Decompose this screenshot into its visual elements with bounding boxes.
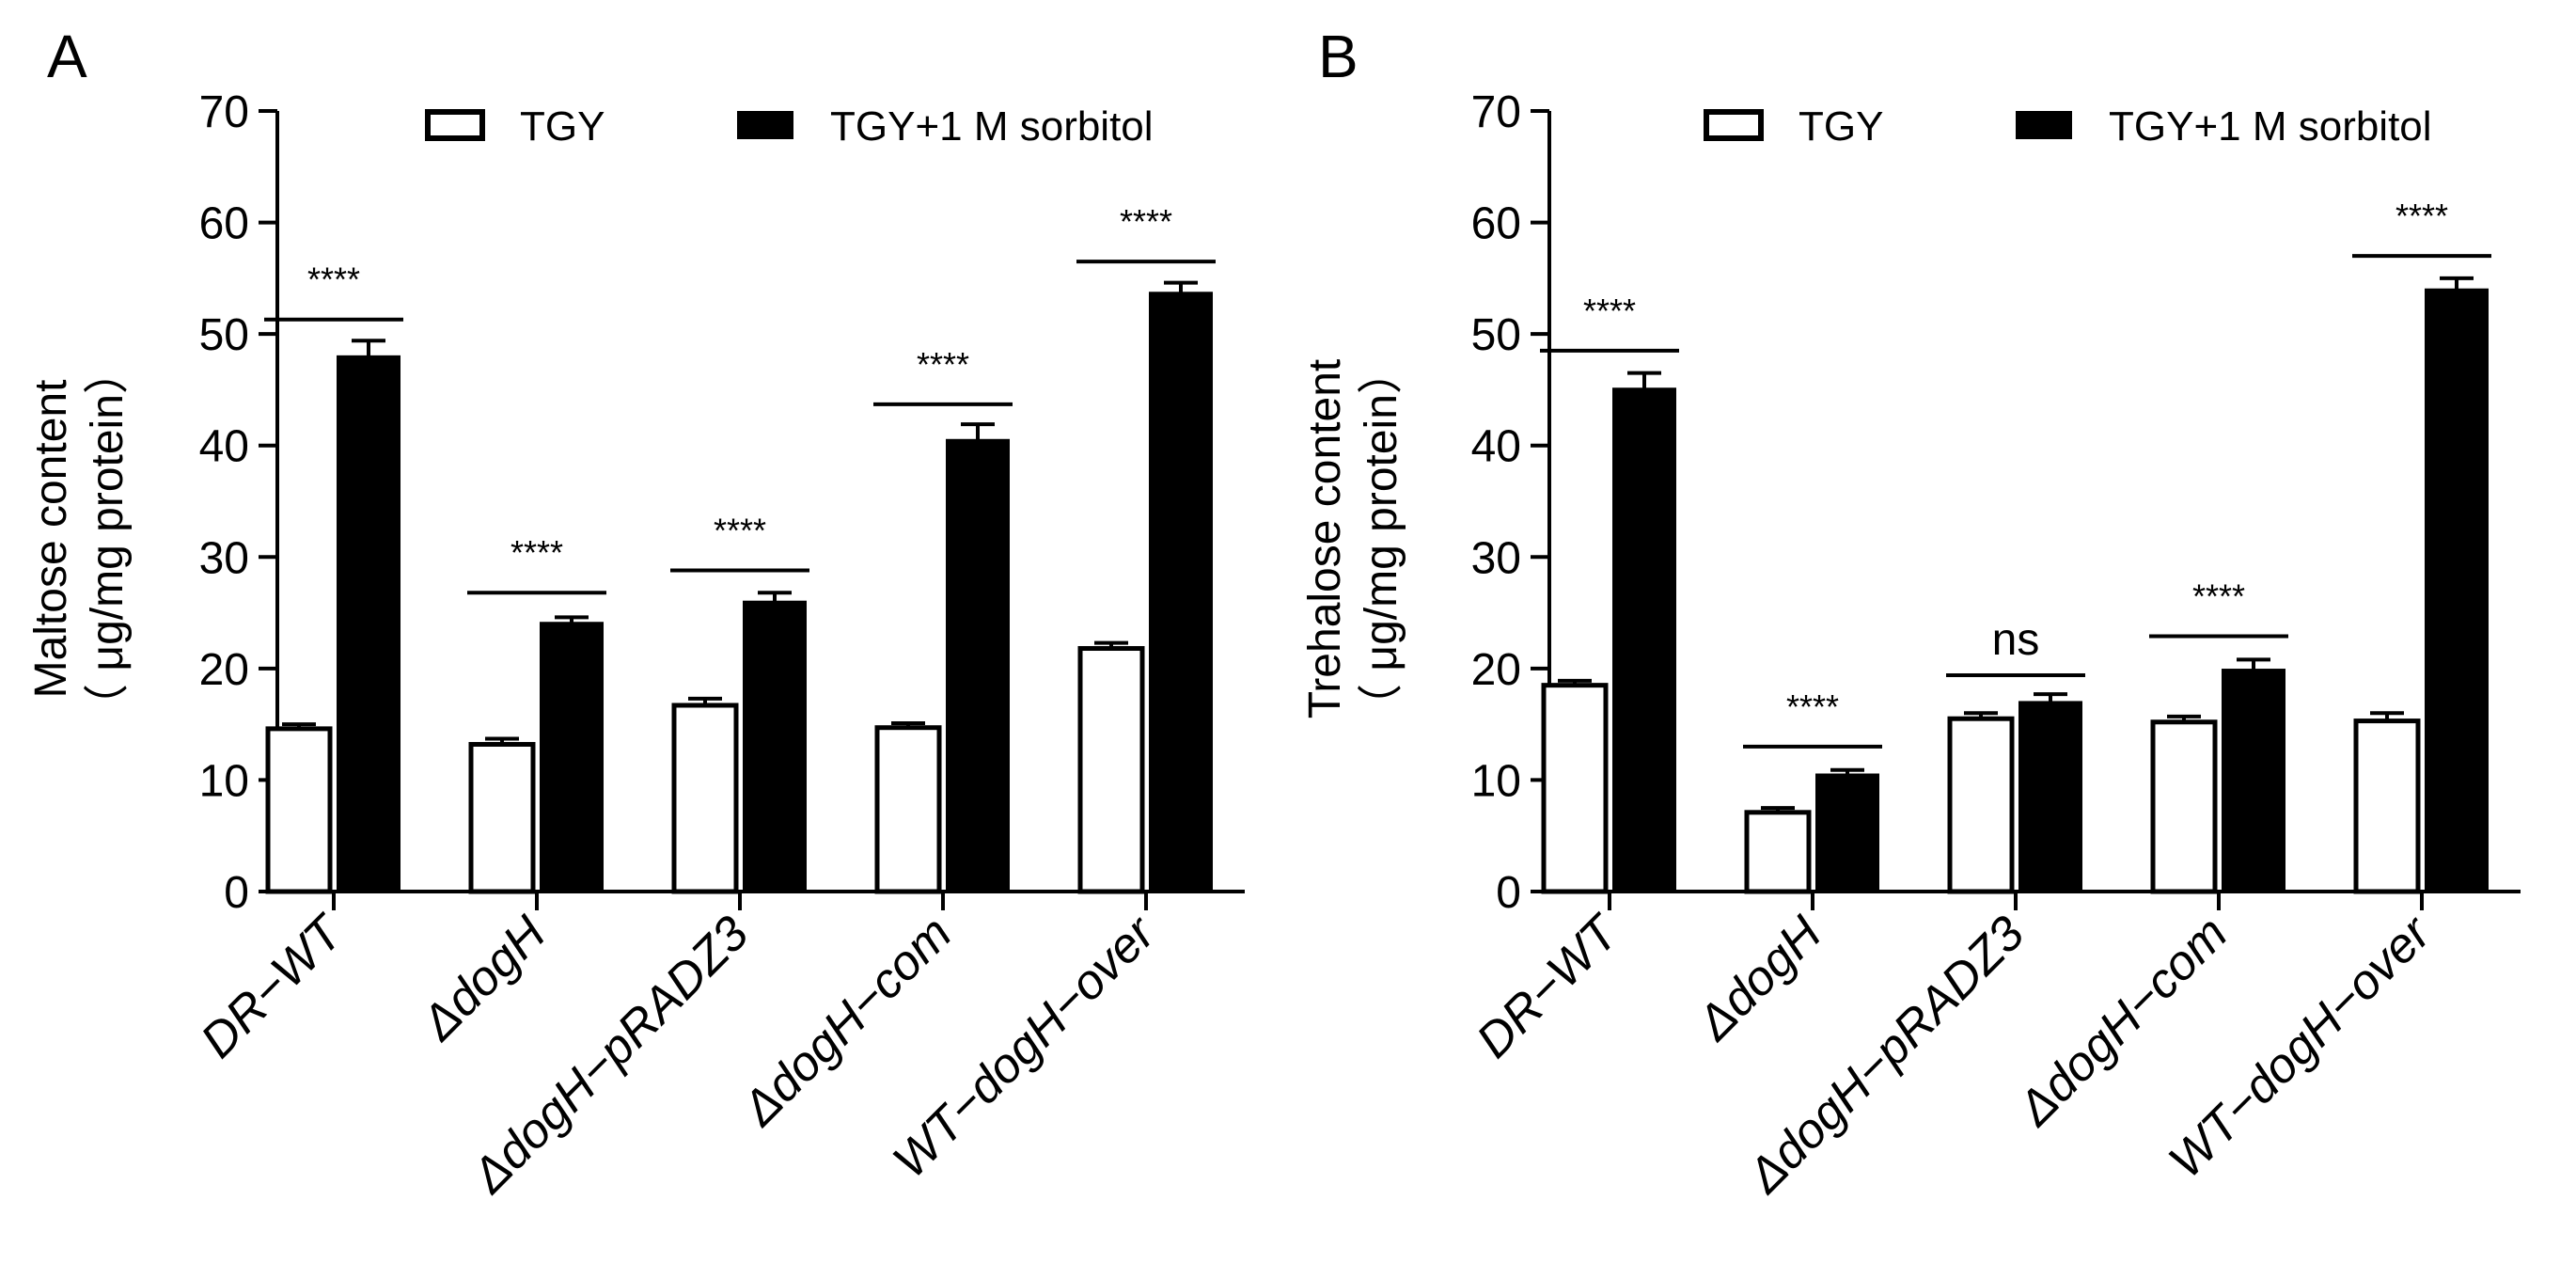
y-tick-label: 10 (199, 756, 249, 806)
y-tick-label: 30 (199, 533, 249, 583)
bar-tgy-a-0 (265, 726, 333, 894)
y-tick-label: 60 (199, 199, 249, 249)
panel-b: B 0 10 20 30 40 50 60 70 Trehalose content （ μg/m… (1300, 23, 2521, 1205)
x-tick-label: ΔdogH (1686, 906, 1831, 1051)
bar-sorbitol-a-1 (540, 622, 604, 892)
bar-sorbitol-b-4 (2425, 288, 2489, 892)
significance-label: **** (1583, 292, 1636, 330)
bar-tgy-a-3 (874, 725, 942, 894)
significance-label: **** (1120, 202, 1172, 241)
significance-label: **** (917, 345, 969, 384)
significance-label: **** (2192, 576, 2245, 615)
bar-tgy-b-4 (2353, 718, 2421, 894)
panel-a: A 0 10 20 30 40 50 60 70 Maltose content （ μg/mg … (26, 23, 1245, 1205)
panel-letter-b: B (1318, 23, 1359, 90)
bar-sorbitol-a-0 (337, 355, 401, 893)
y-axis-label-line2: （ μg/mg protein） (1357, 349, 1406, 729)
y-tick-label: 40 (199, 422, 249, 472)
legend-swatch-tgy (1704, 109, 1764, 141)
y-axis-label-b: Trehalose content （ μg/mg protein） (1300, 349, 1406, 729)
bar-sorbitol-b-2 (2018, 701, 2082, 893)
y-tick-label: 40 (1471, 422, 1521, 472)
y-axis-label-a: Maltose content （ μg/mg protein） (26, 349, 133, 729)
y-tick-label: 60 (1471, 199, 1521, 249)
bar-sorbitol-b-3 (2222, 669, 2285, 892)
x-tick-label: DR−WT (191, 904, 355, 1068)
y-axis-label-line2: （ μg/mg protein） (83, 349, 133, 729)
panel-letter-a: A (47, 23, 87, 90)
bar-sorbitol-b-1 (1815, 773, 1879, 892)
y-tick-label: 20 (1471, 645, 1521, 695)
y-tick-label: 50 (199, 310, 249, 360)
x-tick-label: ΔdogH (410, 906, 556, 1051)
x-tick-label: DR−WT (1467, 904, 1631, 1068)
bar-sorbitol-b-0 (1612, 387, 1676, 892)
legend-label-sorbitol: TGY+1 M sorbitol (830, 103, 1154, 150)
y-axis-label-line1: Trehalose content (1300, 359, 1350, 718)
y-tick-label: 70 (1471, 87, 1521, 137)
y-tick-label: 0 (1496, 868, 1521, 918)
significance-label: **** (510, 533, 563, 572)
significance-label: **** (307, 261, 360, 299)
legend-label-sorbitol: TGY+1 M sorbitol (2109, 103, 2432, 150)
legend-swatch-sorbitol (737, 111, 793, 139)
x-tick-label: ΔdogH−com (731, 906, 963, 1137)
bar-tgy-b-2 (1947, 716, 2015, 894)
bar-tgy-b-1 (1744, 810, 1812, 894)
bar-sorbitol-a-2 (743, 600, 807, 892)
bar-sorbitol-a-4 (1149, 292, 1213, 892)
bar-tgy-b-0 (1541, 683, 1609, 894)
bar-tgy-a-4 (1077, 646, 1145, 894)
y-tick-label: 50 (1471, 310, 1521, 360)
y-axis-label-line1: Maltose content (26, 380, 76, 699)
significance-label: ns (1992, 615, 2040, 665)
legend-swatch-tgy (425, 109, 485, 141)
y-tick-label: 30 (1471, 533, 1521, 583)
significance-label: **** (1786, 687, 1839, 726)
y-tick-label: 70 (199, 87, 249, 137)
significance-label: **** (714, 512, 766, 550)
bar-tgy-b-3 (2150, 719, 2218, 894)
y-tick-label: 10 (1471, 756, 1521, 806)
y-tick-label: 0 (224, 868, 249, 918)
significance-label: **** (2395, 197, 2448, 235)
legend-swatch-sorbitol (2016, 111, 2072, 139)
y-tick-label: 20 (199, 645, 249, 695)
x-tick-label: ΔdogH−com (2007, 906, 2238, 1137)
bar-tgy-a-2 (671, 703, 739, 894)
legend-label-tgy: TGY (520, 103, 605, 150)
bar-tgy-a-1 (468, 741, 536, 894)
legend-label-tgy: TGY (1798, 103, 1883, 150)
bar-sorbitol-a-3 (946, 438, 1010, 892)
